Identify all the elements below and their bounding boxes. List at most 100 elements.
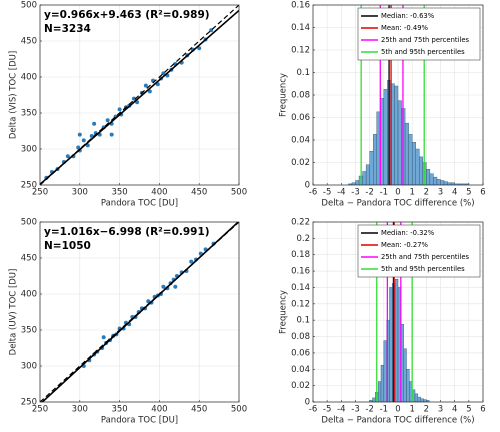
histogram-bar bbox=[397, 100, 402, 185]
histogram-bar bbox=[440, 180, 445, 185]
x-tick-label: -5 bbox=[323, 188, 331, 198]
scatter-point bbox=[65, 154, 70, 159]
x-tick-label: 1 bbox=[409, 188, 414, 198]
x-tick-label: 0 bbox=[395, 188, 400, 198]
y-tick-label: 400 bbox=[21, 290, 37, 300]
legend-label: 5th and 95th percentiles bbox=[381, 48, 465, 56]
x-tick-label: -6 bbox=[309, 405, 317, 415]
legend-box bbox=[357, 224, 481, 278]
x-tick-label: 3 bbox=[438, 188, 443, 198]
scatter-point bbox=[77, 132, 82, 137]
annotation: y=1.016x−6.998 (R²=0.991) bbox=[44, 226, 210, 238]
x-tick-label: 350 bbox=[111, 405, 127, 415]
y-tick-label: 0.12 bbox=[291, 46, 310, 56]
scatter-point bbox=[161, 284, 166, 289]
x-tick-label: 2 bbox=[424, 188, 429, 198]
histogram-bar bbox=[369, 151, 374, 185]
scatter-point bbox=[92, 121, 97, 126]
legend-label: 25th and 75th percentiles bbox=[381, 253, 470, 261]
scatter-point bbox=[105, 118, 110, 123]
histogram-bar bbox=[433, 176, 438, 185]
histogram-bar bbox=[394, 279, 399, 402]
scatter-point bbox=[89, 134, 94, 139]
y-tick-label: 0.08 bbox=[291, 332, 310, 342]
histogram-bar bbox=[373, 134, 377, 185]
y-tick-label: 0 bbox=[305, 181, 310, 191]
y-tick-label: 250 bbox=[21, 181, 37, 191]
x-tick-label: 5 bbox=[466, 405, 471, 415]
histogram-bar bbox=[355, 180, 360, 185]
x-tick-label: 450 bbox=[191, 188, 207, 198]
x-tick-label: 5 bbox=[466, 188, 471, 198]
histogram-bar bbox=[372, 397, 376, 402]
y-tick-label: 450 bbox=[21, 37, 37, 47]
scatter-point bbox=[117, 107, 122, 112]
y-tick-label: 0.2 bbox=[296, 234, 310, 244]
histogram-bar bbox=[383, 89, 388, 185]
plot-marks bbox=[40, 5, 239, 185]
legend-label: Mean: -0.49% bbox=[381, 24, 429, 32]
histogram-bar bbox=[394, 85, 399, 185]
y-tick-label: 350 bbox=[21, 326, 37, 336]
x-tick-label: -2 bbox=[365, 405, 373, 415]
y-tick-label: 350 bbox=[21, 109, 37, 119]
y-tick-label: 0.14 bbox=[291, 23, 310, 33]
x-tick-label: 300 bbox=[72, 188, 88, 198]
x-tick-label: 4 bbox=[452, 188, 457, 198]
legend-label: Median: -0.32% bbox=[381, 229, 435, 237]
legend-label: 5th and 95th percentiles bbox=[381, 265, 465, 273]
x-tick-label: 4 bbox=[452, 405, 457, 415]
y-tick-label: 0.02 bbox=[291, 381, 310, 391]
x-axis-label: Pandora TOC [DU] bbox=[101, 416, 178, 426]
y-tick-label: 400 bbox=[21, 73, 37, 83]
y-tick-label: 0.18 bbox=[291, 250, 310, 260]
x-tick-label: -6 bbox=[309, 188, 317, 198]
y-tick-label: 0.06 bbox=[291, 348, 310, 358]
histogram-bar bbox=[415, 148, 420, 185]
x-tick-label: -4 bbox=[337, 405, 345, 415]
x-tick-label: 3 bbox=[438, 405, 443, 415]
scatter-point bbox=[81, 138, 86, 143]
x-tick-label: 250 bbox=[32, 405, 48, 415]
x-axis-label: Delta − Pandora TOC difference (%) bbox=[321, 416, 474, 426]
histogram-bar bbox=[411, 142, 416, 185]
legend-box bbox=[357, 7, 481, 61]
x-tick-label: 2 bbox=[424, 405, 429, 415]
histogram-bar bbox=[403, 348, 407, 402]
x-tick-label: -4 bbox=[337, 188, 345, 198]
y-tick-label: 250 bbox=[21, 398, 37, 408]
y-tick-label: 300 bbox=[21, 362, 37, 372]
x-tick-label: 400 bbox=[151, 405, 167, 415]
x-tick-label: 1 bbox=[409, 405, 414, 415]
plot-marks bbox=[40, 222, 239, 402]
scatter-point bbox=[173, 284, 178, 289]
scatter-point bbox=[101, 335, 106, 340]
x-tick-label: 0 bbox=[395, 405, 400, 415]
histogram-bar bbox=[436, 179, 441, 185]
axes-frame bbox=[312, 221, 484, 403]
legend-label: Median: -0.63% bbox=[381, 12, 435, 20]
histogram-bar bbox=[414, 393, 419, 402]
x-tick-label: -1 bbox=[380, 405, 388, 415]
x-tick-label: 450 bbox=[191, 405, 207, 415]
axes-frame bbox=[312, 4, 484, 186]
histogram-bar bbox=[389, 287, 393, 402]
y-tick-label: 0.04 bbox=[291, 136, 310, 146]
scatter-point bbox=[197, 46, 202, 51]
x-tick-label: -2 bbox=[365, 188, 373, 198]
y-axis-label: Delta (UV) TOC [DU] bbox=[9, 269, 19, 356]
x-tick-label: -5 bbox=[323, 405, 331, 415]
y-tick-label: 300 bbox=[21, 145, 37, 155]
y-axis-label: Frequency bbox=[279, 73, 289, 117]
histogram-bar bbox=[465, 183, 470, 185]
axes-frame bbox=[39, 4, 240, 186]
x-axis-label: Delta − Pandora TOC difference (%) bbox=[321, 199, 474, 209]
y-axis-label: Delta (VIS) TOC [DU] bbox=[9, 51, 19, 139]
axes-frame bbox=[39, 221, 240, 403]
histogram-bar bbox=[443, 181, 448, 185]
y-tick-label: 0.02 bbox=[291, 158, 310, 168]
x-tick-label: 250 bbox=[32, 188, 48, 198]
histogram-bar bbox=[404, 122, 409, 185]
y-tick-label: 0.1 bbox=[296, 68, 310, 78]
